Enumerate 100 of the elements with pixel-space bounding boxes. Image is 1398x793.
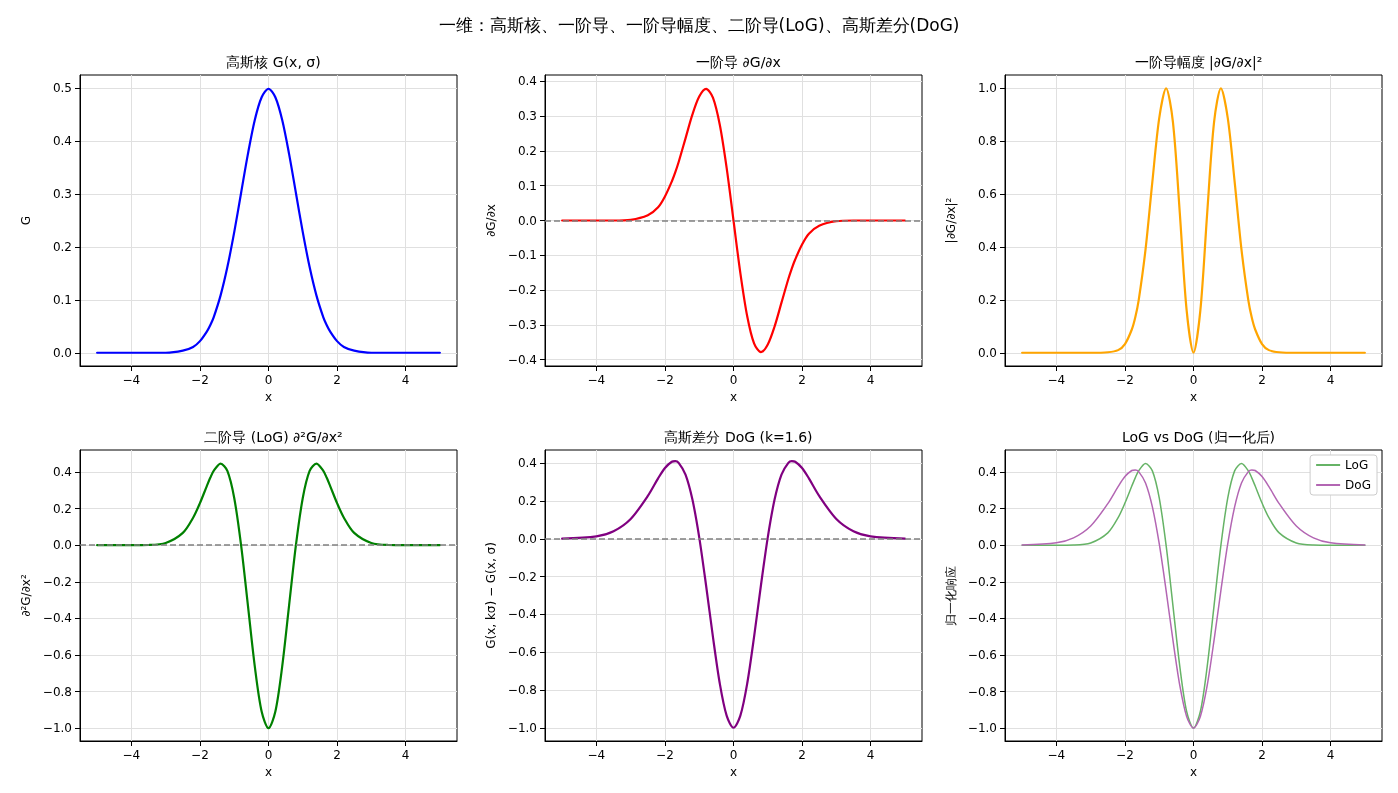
chart-title: 一阶导 ∂G/∂x (696, 54, 781, 70)
x-tick-label: −4 (587, 373, 606, 387)
y-tick-label: 0.0 (517, 213, 537, 228)
x-tick-label: 2 (1258, 373, 1266, 387)
x-axis-title: x (1189, 764, 1198, 779)
y-tick-label: 0.2 (52, 239, 72, 254)
x-tick-label: −2 (1116, 748, 1134, 762)
x-axis-title: x (264, 764, 273, 779)
x-tick-label: 2 (1258, 748, 1266, 762)
y-tick-label: −1.0 (42, 721, 72, 736)
x-tick-label: 2 (798, 748, 806, 762)
line-series (96, 87, 441, 354)
x-tick-label: 2 (798, 373, 806, 387)
x-tick-label: −2 (656, 748, 674, 762)
x-tick-label: 4 (401, 373, 410, 387)
y-tick-label: 0.4 (517, 456, 537, 471)
x-tick-label: −4 (1047, 748, 1066, 762)
line-series (561, 460, 906, 729)
y-tick-label: 0.4 (977, 464, 997, 479)
x-tick-label: 0 (1189, 373, 1198, 387)
y-tick-label: 1.0 (977, 81, 997, 96)
y-tick-label: −0.6 (967, 647, 997, 662)
text: 一维：高斯核、一阶导、一阶导幅度、二阶导(LoG)、高斯差分(DoG) (437, 14, 961, 37)
line-series (561, 87, 906, 354)
y-tick-label: 0.1 (52, 292, 72, 307)
y-tick-label: 0.3 (52, 187, 72, 202)
y-tick-label: 0.0 (977, 345, 997, 360)
y-tick-label: 0.0 (52, 345, 72, 360)
x-tick-label: 0 (264, 373, 273, 387)
x-tick-label: −4 (1047, 373, 1066, 387)
y-axis-title: 归一化响应 (943, 565, 958, 626)
y-tick-label: −0.4 (967, 611, 997, 626)
y-tick-label: 0.2 (517, 494, 537, 509)
y-axis-title: ∂G/∂x (483, 204, 498, 237)
x-axis-title: x (1189, 389, 1198, 404)
y-tick-label: 0.2 (517, 143, 537, 158)
y-tick-label: −0.4 (42, 611, 72, 626)
legend-label: DoG (1345, 478, 1372, 492)
y-tick-label: 0.1 (517, 178, 537, 193)
x-tick-label: 0 (729, 748, 738, 762)
y-tick-label: −0.2 (967, 574, 997, 589)
x-tick-label: 0 (1189, 748, 1198, 762)
y-axis-title: G(x, kσ) − G(x, σ) (483, 542, 498, 649)
y-tick-label: −0.8 (42, 684, 72, 699)
line-series (96, 462, 441, 730)
x-tick-label: −4 (122, 373, 141, 387)
x-axis-title: x (264, 389, 273, 404)
y-tick-label: −0.2 (507, 569, 537, 584)
legend-label: LoG (1345, 458, 1369, 472)
x-tick-label: −4 (122, 748, 141, 762)
y-axis-title: G (19, 215, 33, 226)
x-axis-title: x (729, 389, 738, 404)
y-tick-label: −0.2 (507, 283, 537, 298)
y-tick-label: −0.8 (507, 682, 537, 697)
x-tick-label: 4 (401, 748, 410, 762)
chart-title: 二阶导 (LoG) ∂²G/∂x² (204, 429, 343, 445)
y-tick-label: 0.5 (52, 81, 72, 96)
x-tick-label: 4 (866, 748, 875, 762)
y-axis-title: |∂G/∂x|² (944, 197, 958, 244)
chart-title: 一阶导幅度 |∂G/∂x|² (1134, 54, 1263, 71)
y-tick-label: −0.6 (42, 647, 72, 662)
y-tick-label: −0.3 (507, 317, 537, 332)
y-tick-label: −1.0 (967, 721, 997, 736)
y-tick-label: 0.0 (52, 538, 72, 553)
y-tick-label: 0.4 (517, 74, 537, 89)
y-tick-label: 0.2 (52, 501, 72, 516)
y-tick-label: 0.0 (977, 538, 997, 553)
y-axis-title: ∂²G/∂x² (18, 574, 33, 617)
x-tick-label: 4 (1326, 748, 1335, 762)
x-tick-label: −2 (1116, 373, 1134, 387)
y-tick-label: −0.2 (42, 574, 72, 589)
y-tick-label: 0.4 (52, 464, 72, 479)
y-tick-label: −0.8 (967, 684, 997, 699)
y-tick-label: 0.4 (52, 134, 72, 149)
y-tick-label: 0.3 (517, 109, 537, 124)
y-tick-label: −1.0 (507, 720, 537, 735)
y-tick-label: −0.6 (507, 645, 537, 660)
x-tick-label: 2 (333, 373, 341, 387)
y-tick-label: 0.0 (517, 531, 537, 546)
x-tick-label: 0 (729, 373, 738, 387)
y-tick-label: −0.1 (507, 248, 537, 263)
y-tick-label: 0.8 (977, 134, 997, 149)
chart-title: 高斯差分 DoG (k=1.6) (664, 429, 813, 445)
x-tick-label: −2 (191, 373, 209, 387)
x-tick-label: 0 (264, 748, 273, 762)
x-tick-label: −4 (587, 748, 606, 762)
line-series (1021, 87, 1366, 354)
y-tick-label: 0.6 (977, 187, 997, 202)
chart-title: 高斯核 G(x, σ) (226, 54, 321, 70)
x-tick-label: 4 (866, 373, 875, 387)
x-tick-label: −2 (656, 373, 674, 387)
y-tick-label: 0.2 (977, 292, 997, 307)
y-tick-label: 0.2 (977, 501, 997, 516)
x-tick-label: −2 (191, 748, 209, 762)
y-tick-label: 0.4 (977, 239, 997, 254)
y-tick-label: −0.4 (507, 352, 537, 367)
x-axis-title: x (729, 764, 738, 779)
x-tick-label: 4 (1326, 373, 1335, 387)
chart-title: LoG vs DoG (归一化后) (1121, 429, 1276, 445)
x-tick-label: 2 (333, 748, 341, 762)
